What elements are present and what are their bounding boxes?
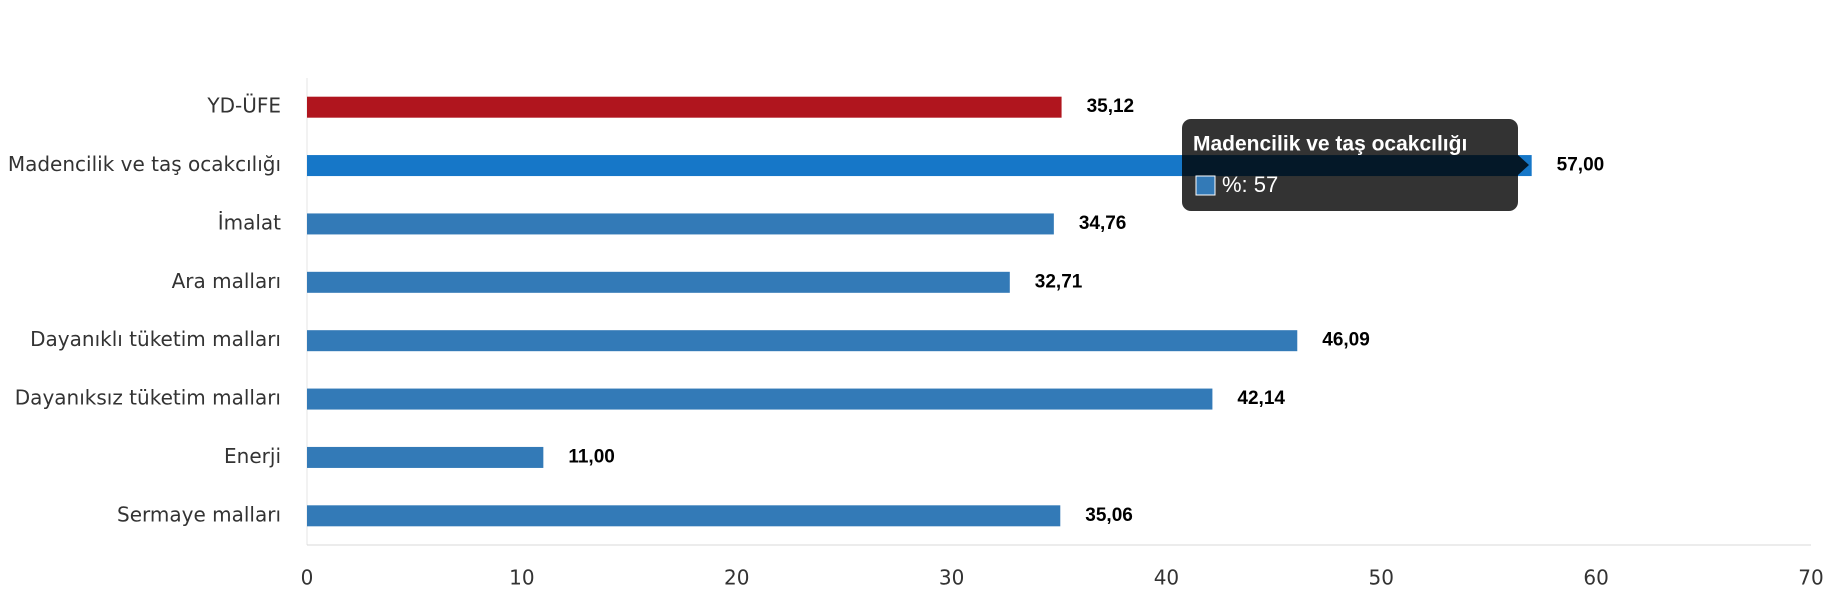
x-tick-label: 0 xyxy=(301,566,314,590)
value-label: 46,09 xyxy=(1322,330,1370,351)
category-label: YD-ÜFE xyxy=(206,94,281,118)
category-label: Enerji xyxy=(224,444,281,468)
tooltip-title: Madencilik ve taş ocakcılığı xyxy=(1193,133,1467,156)
bar xyxy=(307,213,1054,235)
value-label: 35,06 xyxy=(1085,505,1133,526)
x-tick-label: 60 xyxy=(1583,566,1608,590)
value-label: 35,12 xyxy=(1087,96,1135,117)
tooltip-swatch xyxy=(1195,175,1216,196)
category-label: Madencilik ve taş ocakcılığı xyxy=(8,152,281,176)
category-label: Sermaye malları xyxy=(117,502,281,526)
x-tick-label: 70 xyxy=(1798,566,1823,590)
x-tick-label: 40 xyxy=(1154,566,1179,590)
bar xyxy=(307,96,1062,118)
value-label: 11,00 xyxy=(568,446,615,467)
tooltip: Madencilik ve taş ocakcılığı %: 57 xyxy=(1182,119,1529,211)
bar xyxy=(307,330,1298,352)
value-label: 57,00 xyxy=(1557,155,1605,176)
tooltip-arrow xyxy=(1518,155,1529,175)
tooltip-text: %: 57 xyxy=(1222,172,1278,197)
bar xyxy=(307,388,1213,410)
category-label: Dayanıksız tüketim malları xyxy=(15,386,281,410)
value-label: 42,14 xyxy=(1237,388,1285,409)
bar xyxy=(307,271,1010,293)
bar xyxy=(307,505,1061,527)
x-tick-label: 50 xyxy=(1369,566,1394,590)
category-label: Ara malları xyxy=(172,269,281,293)
category-label: İmalat xyxy=(218,210,281,234)
value-label: 32,71 xyxy=(1035,271,1083,292)
x-tick-label: 30 xyxy=(939,566,964,590)
x-tick-label: 10 xyxy=(509,566,534,590)
x-tick-label: 20 xyxy=(724,566,749,590)
value-label: 34,76 xyxy=(1079,213,1127,234)
tooltip-box xyxy=(1182,119,1518,211)
bar xyxy=(307,446,544,468)
category-label: Dayanıklı tüketim malları xyxy=(30,327,281,351)
